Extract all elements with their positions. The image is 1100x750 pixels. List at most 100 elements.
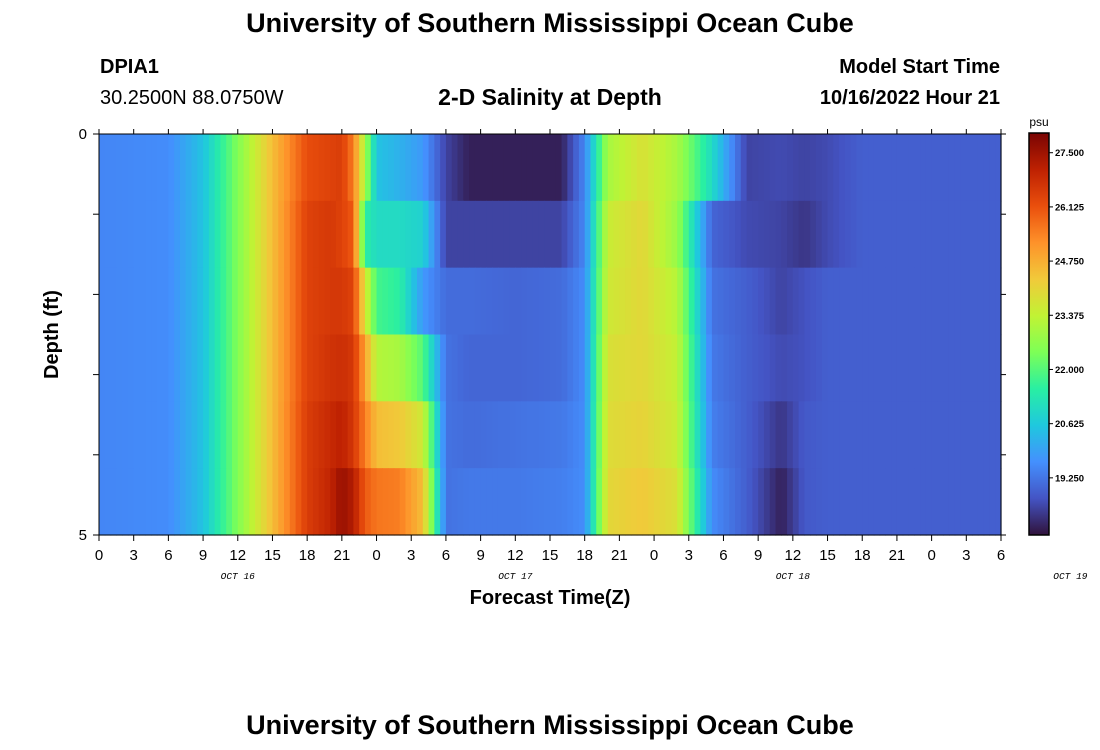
heatmap-cell: [636, 401, 644, 469]
heatmap-cell: [243, 200, 250, 269]
heatmap-cell: [879, 267, 886, 336]
heatmap-cell: [613, 401, 620, 469]
heatmap-cell: [179, 200, 187, 269]
heatmap-cell: [798, 134, 806, 202]
heatmap-cell: [521, 267, 528, 336]
heatmap-cell: [590, 267, 597, 336]
heatmap-cell: [798, 401, 806, 469]
heatmap-cell: [451, 267, 459, 336]
y-tick-label: 0: [79, 126, 87, 143]
heatmap-cell: [665, 468, 673, 536]
heatmap-cell: [833, 200, 840, 269]
heatmap-cell: [388, 468, 395, 536]
heatmap-cell: [347, 267, 355, 336]
heatmap-cell: [526, 401, 534, 469]
heatmap-cell: [376, 267, 383, 336]
heatmap-cell: [405, 200, 412, 269]
heatmap-cell: [798, 267, 806, 336]
heatmap-cell: [231, 267, 239, 336]
heatmap-cell: [521, 401, 528, 469]
heatmap-cell: [364, 401, 372, 469]
heatmap-cell: [642, 267, 649, 336]
heatmap-cell: [740, 134, 748, 202]
heatmap-cell: [596, 200, 603, 269]
heatmap-cell: [359, 200, 366, 269]
heatmap-cell: [307, 200, 314, 269]
heatmap-cell: [330, 200, 337, 269]
heatmap-cell: [827, 468, 834, 536]
heatmap-cell: [469, 267, 476, 336]
heatmap-cell: [868, 334, 875, 402]
heatmap-cell: [821, 200, 829, 269]
model-start-label: Model Start Time: [839, 56, 1000, 78]
x-tick-label: 6: [997, 547, 1005, 564]
heatmap-cell: [411, 468, 418, 536]
heatmap-cell: [295, 401, 302, 469]
heatmap-cell: [515, 134, 522, 202]
heatmap-cell: [983, 334, 991, 402]
heatmap-cell: [752, 334, 759, 402]
heatmap-cell: [833, 134, 840, 202]
heatmap-cell: [503, 267, 511, 336]
heatmap-cell: [214, 401, 222, 469]
heatmap-cell: [775, 401, 782, 469]
heatmap-cell: [301, 334, 308, 402]
heatmap-cell: [555, 401, 563, 469]
heatmap-cell: [457, 200, 464, 269]
heatmap-cell: [393, 468, 401, 536]
heatmap-cell: [174, 134, 181, 202]
heatmap-cell: [289, 401, 297, 469]
heatmap-cell: [127, 200, 135, 269]
heatmap-cell: [457, 468, 464, 536]
heatmap-cell: [382, 267, 389, 336]
heatmap-cell: [873, 468, 881, 536]
heatmap-cell: [99, 401, 106, 469]
heatmap-cell: [99, 134, 106, 202]
heatmap-cell: [434, 134, 441, 202]
heatmap-cell: [208, 200, 216, 269]
heatmap-cell: [821, 334, 829, 402]
heatmap-cell: [642, 200, 649, 269]
heatmap-cell: [839, 134, 846, 202]
heatmap-cell: [521, 200, 528, 269]
heatmap-cell: [203, 200, 210, 269]
heatmap-cell: [630, 468, 638, 536]
heatmap-cell: [249, 334, 256, 402]
heatmap-cell: [775, 334, 782, 402]
heatmap-cell: [231, 401, 239, 469]
heatmap-cell: [237, 200, 245, 269]
heatmap-cell: [382, 200, 389, 269]
heatmap-cell: [521, 334, 528, 402]
heatmap-cell: [937, 134, 944, 202]
heatmap-cell: [810, 401, 817, 469]
heatmap-cell: [463, 200, 470, 269]
heatmap-cell: [336, 134, 343, 202]
heatmap-cell: [237, 334, 245, 402]
heatmap-cell: [422, 134, 430, 202]
heatmap-cell: [740, 267, 748, 336]
heatmap-cell: [104, 401, 112, 469]
heatmap-cell: [521, 134, 528, 202]
heatmap-cell: [613, 468, 620, 536]
heatmap-cell: [122, 267, 129, 336]
x-tick-label: 12: [507, 547, 524, 564]
heatmap-cell: [763, 200, 771, 269]
heatmap-cell: [457, 334, 464, 402]
heatmap-cell: [769, 200, 777, 269]
heatmap-cell: [521, 468, 528, 536]
heatmap-cell: [677, 200, 684, 269]
heatmap-cell: [943, 468, 950, 536]
heatmap-cell: [480, 334, 487, 402]
heatmap-cell: [370, 134, 378, 202]
heatmap-cell: [920, 468, 927, 536]
heatmap-cell: [573, 200, 580, 269]
heatmap-cell: [891, 200, 898, 269]
heatmap-cell: [191, 401, 198, 469]
heatmap-cell: [717, 200, 725, 269]
heatmap-cell: [260, 267, 268, 336]
heatmap-cell: [573, 401, 580, 469]
colorbar-tick-label: 27.500: [1055, 148, 1084, 159]
heatmap-cell: [671, 401, 678, 469]
heatmap-cell: [723, 401, 730, 469]
heatmap-cell: [659, 267, 667, 336]
